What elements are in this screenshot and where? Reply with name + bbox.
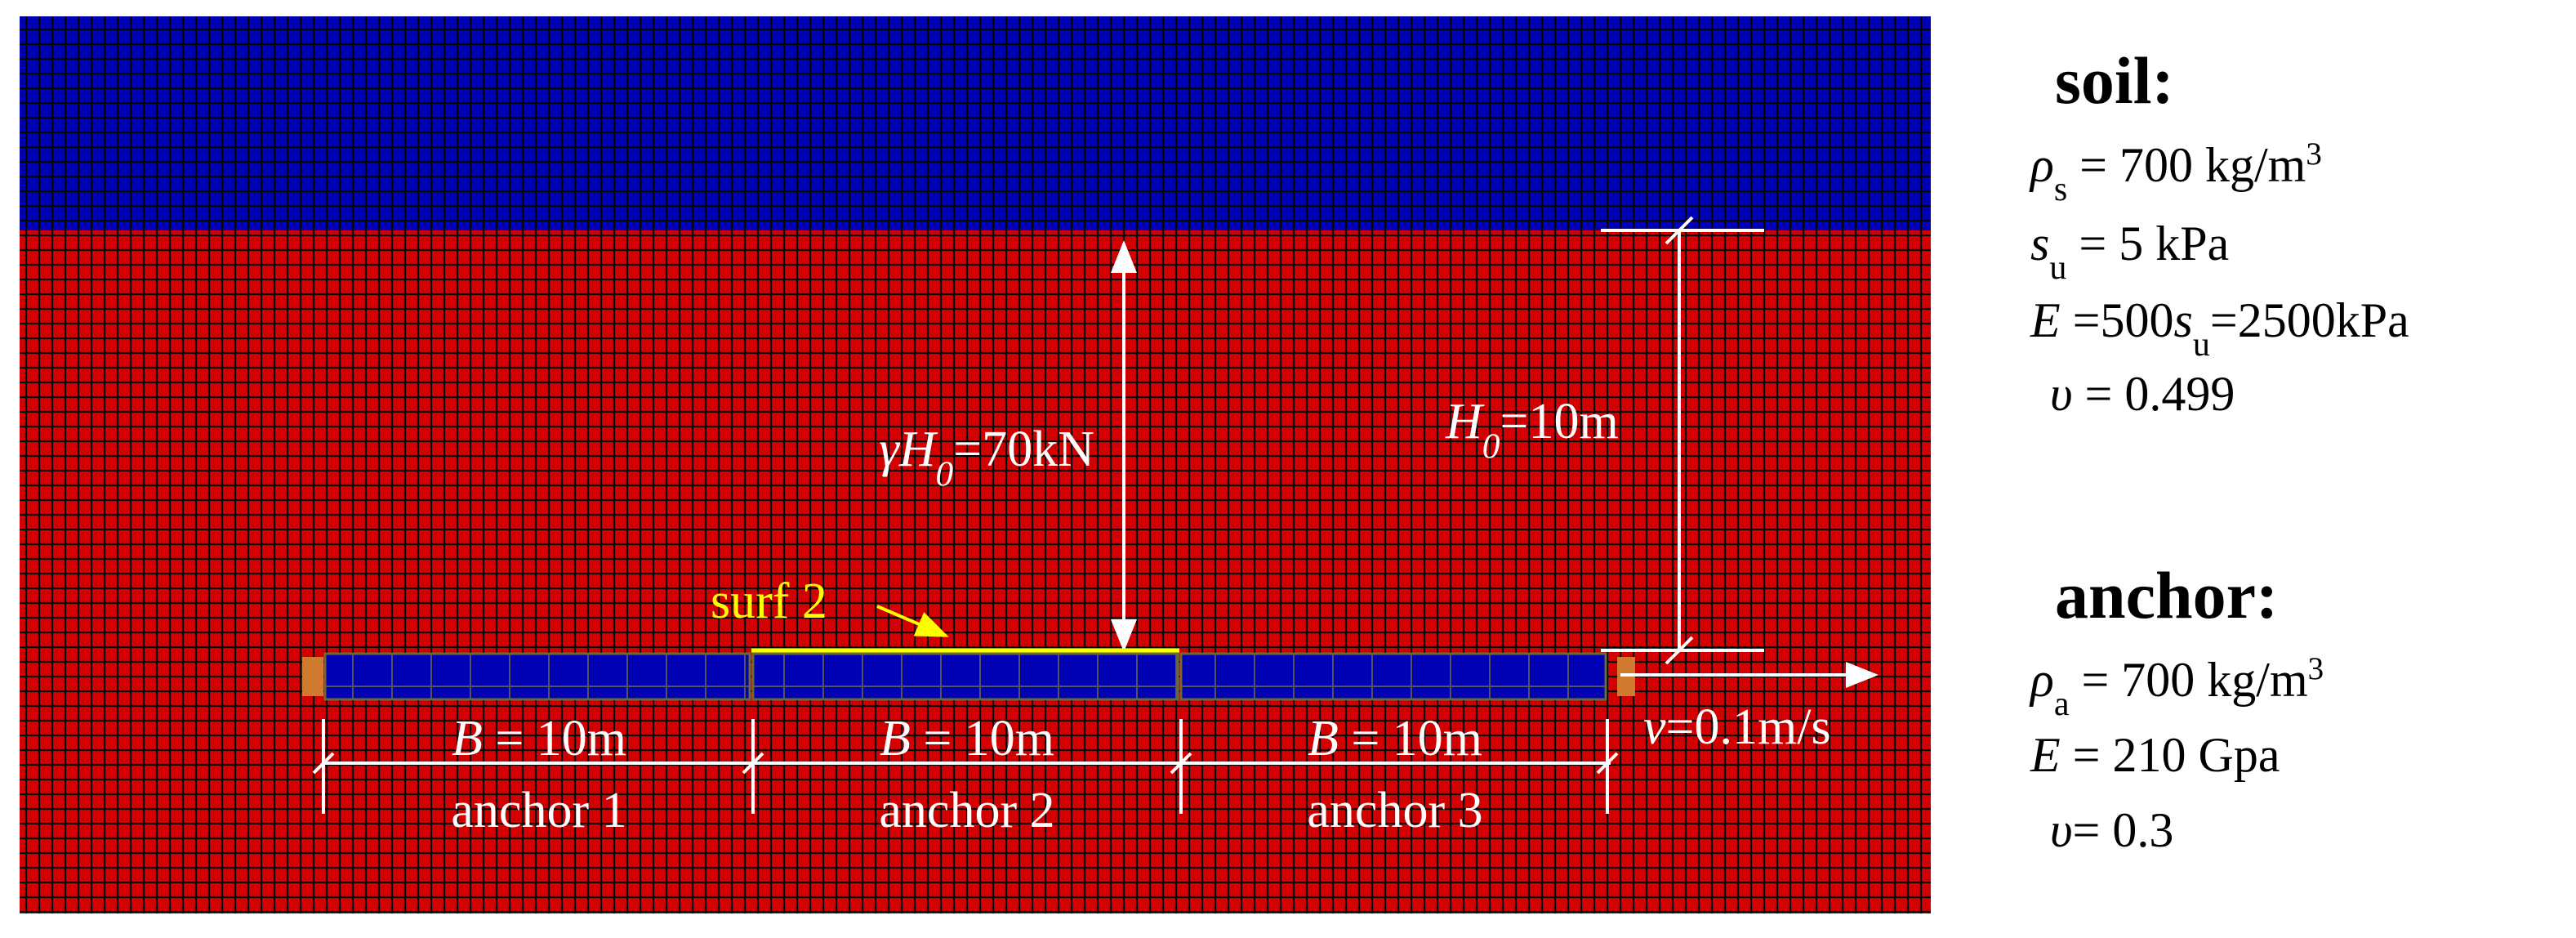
text-segment: s <box>2054 171 2067 208</box>
text-segment: 3 <box>2308 651 2324 686</box>
text-segment: υ <box>2050 803 2073 857</box>
anchor-label: anchor 3 <box>1307 783 1482 838</box>
property: υ= 0.3 <box>2050 803 2173 857</box>
anchor-width: B = 10m <box>880 711 1054 766</box>
text-segment: =0.1m/s <box>1666 699 1831 755</box>
anchor-mesh <box>1179 652 1607 701</box>
annotations <box>312 216 1879 814</box>
anchor-width: B = 10m <box>1308 711 1482 766</box>
property: E =500su=2500kPa <box>2030 293 2409 364</box>
property: ρa = 700 kg/m3 <box>2029 651 2324 724</box>
anchor-label: anchor 2 <box>879 783 1054 838</box>
text-segment: 0 <box>936 454 954 494</box>
text-segment: = 5 kPa <box>2066 217 2229 270</box>
text-segment: υ <box>2050 367 2073 421</box>
anchor-width: B = 10m <box>452 711 626 766</box>
text-segment: 3 <box>2306 136 2322 172</box>
text-segment: 0 <box>1482 427 1500 466</box>
text-segment: ρ <box>2029 653 2054 707</box>
text-segment: ρ <box>2029 138 2054 192</box>
text-segment: = 210 Gpa <box>2061 728 2280 782</box>
text-segment: = 700 kg/m <box>2067 138 2306 192</box>
property: su = 5 kPa <box>2030 217 2229 287</box>
text-segment: B <box>880 711 911 766</box>
text-segment: B <box>1308 711 1339 766</box>
text-segment: v <box>1643 699 1666 755</box>
text-segment: =10m <box>1500 394 1618 449</box>
panel-title: soil: <box>2055 43 2174 118</box>
text-segment: = 10m <box>483 711 626 766</box>
velocity-label: v=0.1m/s <box>1643 699 1831 755</box>
load-label: γH0=70kN <box>879 422 1094 494</box>
text-segment: s <box>2030 217 2049 270</box>
text-segment: E <box>2030 728 2061 782</box>
anchors <box>302 652 1635 701</box>
text-segment: B <box>452 711 483 766</box>
text-segment: a <box>2054 686 2070 723</box>
text-segment: H <box>1445 394 1485 449</box>
text-segment: =70kN <box>953 422 1094 477</box>
text-segment: u <box>2049 249 2066 287</box>
property: ρs = 700 kg/m3 <box>2029 136 2322 209</box>
text-segment: = 10m <box>1339 711 1482 766</box>
property: E = 210 Gpa <box>2030 728 2280 782</box>
mesh <box>20 16 1931 913</box>
anchor-mesh <box>323 652 751 701</box>
property: υ = 0.499 <box>2050 367 2235 421</box>
anchor-label: anchor 1 <box>451 783 626 838</box>
text-segment: = 700 kg/m <box>2069 653 2307 707</box>
surface-label: surf 2 <box>711 574 827 629</box>
text-segment: =500 <box>2061 293 2174 347</box>
panel-title: anchor: <box>2055 558 2278 632</box>
anchor-mesh <box>751 652 1179 701</box>
text-segment: =2500kPa <box>2210 293 2409 347</box>
text-segment: = 0.499 <box>2073 367 2235 421</box>
text-segment: E <box>2030 293 2061 347</box>
text-segment: s <box>2174 293 2193 347</box>
text-segment: u <box>2193 326 2210 364</box>
text-segment: = 10m <box>911 711 1054 766</box>
text-segment: = 0.3 <box>2073 803 2174 857</box>
depth-label: H0=10m <box>1445 394 1619 466</box>
text-segment: γH <box>879 422 938 477</box>
